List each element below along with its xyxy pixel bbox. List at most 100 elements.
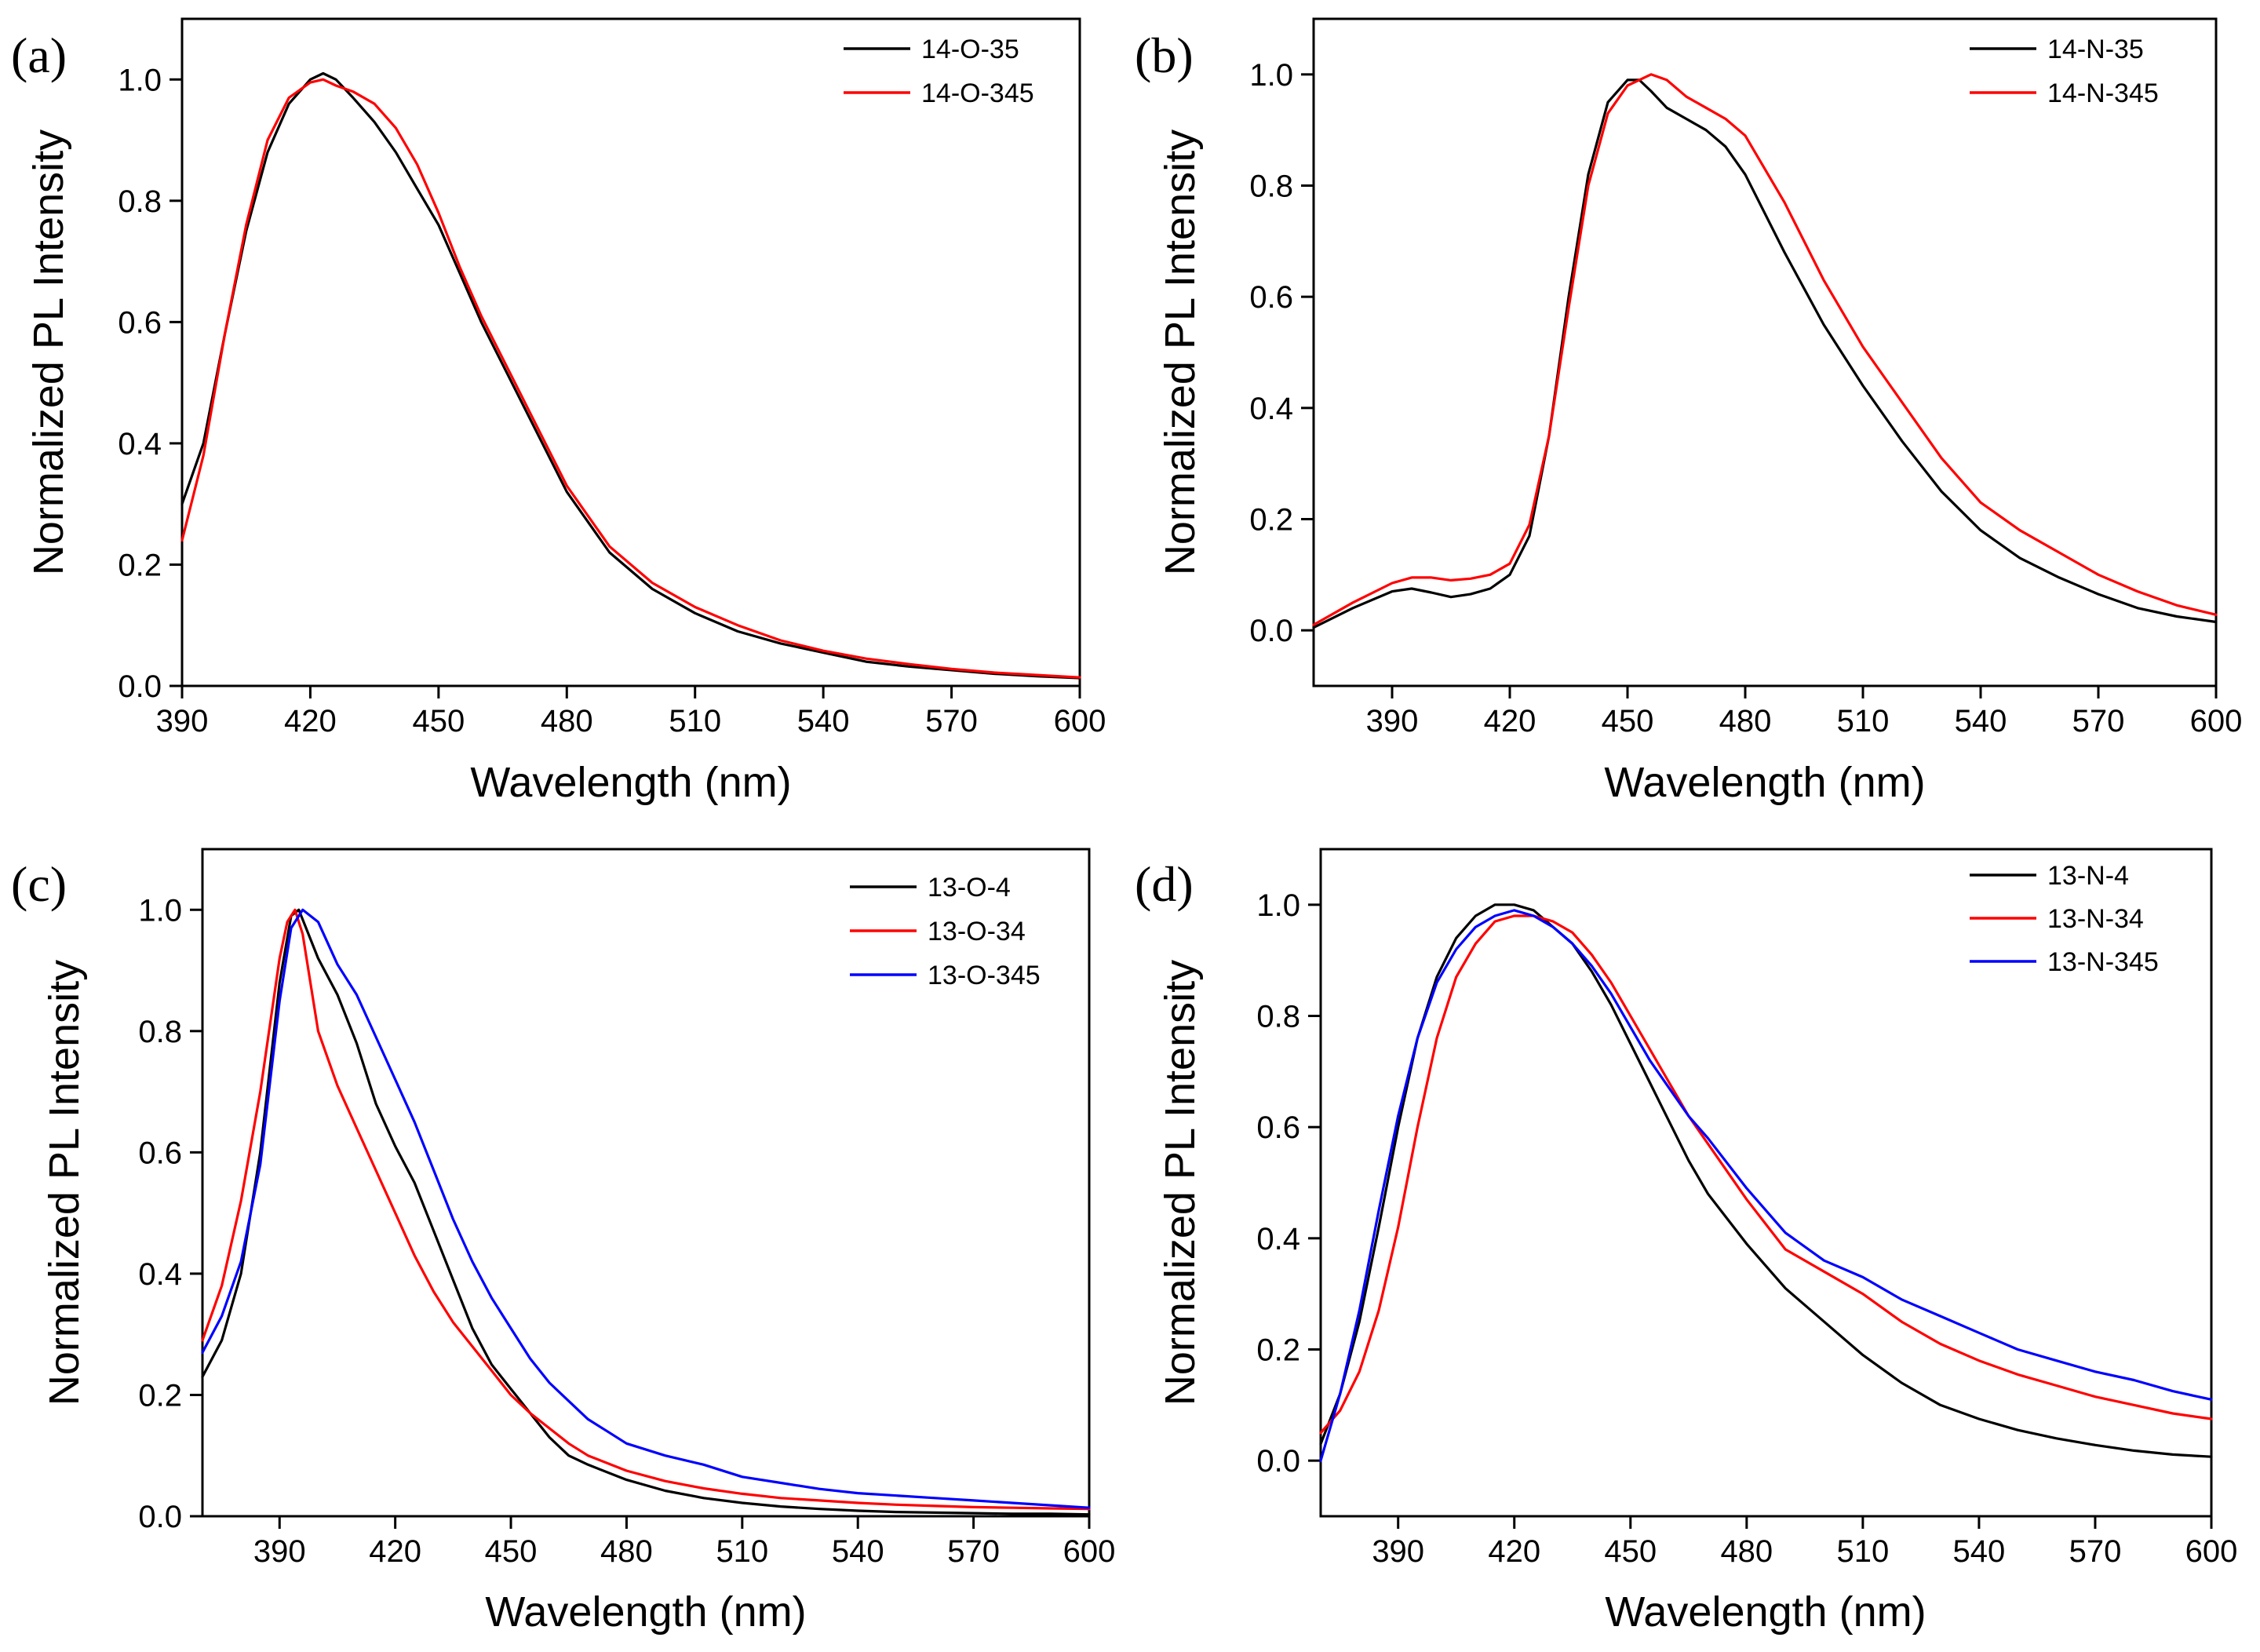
y-tick-labels: 0.0 0.2 0.4 0.6 0.8 1.0 xyxy=(138,893,182,1534)
y-tick-label: 0.4 xyxy=(1249,392,1293,426)
axis-ticks xyxy=(190,908,1091,1529)
y-tick-label: 1.0 xyxy=(1249,58,1293,93)
x-tick-label: 390 xyxy=(156,704,209,738)
panel-letter: (c) xyxy=(11,856,67,912)
series-line-13-N-345 xyxy=(1319,909,2213,1462)
series-line-13-O-345 xyxy=(201,908,1091,1509)
axis-ticks xyxy=(1308,903,2213,1529)
x-tick-labels: 390 420 450 480 510 540 570 600 xyxy=(1366,704,2243,738)
x-tick-label: 510 xyxy=(1836,1534,1889,1569)
x-tick-label: 450 xyxy=(1604,1534,1657,1569)
y-tick-labels: 0.0 0.2 0.4 0.6 0.8 1.0 xyxy=(1249,58,1293,648)
y-tick-label: 0.0 xyxy=(1256,1444,1300,1479)
x-tick-label: 510 xyxy=(1837,704,1890,738)
y-tick-label: 0.2 xyxy=(1256,1333,1300,1368)
panel-a: (a) 390 420 450 480 510 540 570 600 0.0 … xyxy=(11,17,1106,806)
axis-ticks xyxy=(170,78,1081,698)
legend-label-13-N-34: 13-N-34 xyxy=(2047,904,2144,934)
x-tick-label: 600 xyxy=(2185,1534,2238,1569)
x-tick-label: 390 xyxy=(1372,1534,1424,1569)
plot-frame xyxy=(1312,17,2218,687)
series-line-13-O-4 xyxy=(201,908,1091,1516)
legend-label-14-N-35: 14-N-35 xyxy=(2047,35,2144,64)
x-tick-label: 390 xyxy=(1366,704,1419,738)
legend-label-14-O-345: 14-O-345 xyxy=(921,78,1034,108)
x-tick-label: 540 xyxy=(1955,704,2007,738)
x-axis-label: Wavelength (nm) xyxy=(485,1588,806,1636)
legend-label-13-N-345: 13-N-345 xyxy=(2047,947,2159,977)
y-axis-label: Normalized PL Intensity xyxy=(41,960,88,1406)
x-axis-label: Wavelength (nm) xyxy=(1604,759,1925,806)
axis-ticks xyxy=(1301,73,2218,698)
panel-letter: (d) xyxy=(1135,856,1194,912)
y-tick-label: 0.8 xyxy=(1249,170,1293,204)
x-tick-labels: 390 420 450 480 510 540 570 600 xyxy=(253,1534,1115,1569)
x-tick-label: 570 xyxy=(2072,704,2125,738)
legend: 13-N-4 13-N-34 13-N-345 xyxy=(1970,861,2159,977)
data-series-group xyxy=(1312,73,2218,629)
y-tick-label: 0.8 xyxy=(118,184,162,219)
y-tick-label: 1.0 xyxy=(118,63,162,97)
y-tick-labels: 0.0 0.2 0.4 0.6 0.8 1.0 xyxy=(1256,888,1300,1479)
x-tick-label: 600 xyxy=(1054,704,1106,738)
x-tick-label: 570 xyxy=(925,704,978,738)
x-tick-label: 570 xyxy=(2069,1534,2122,1569)
y-tick-label: 0.6 xyxy=(118,305,162,340)
y-tick-label: 0.2 xyxy=(118,548,162,582)
x-tick-label: 420 xyxy=(1484,704,1536,738)
y-axis-label: Normalized PL Intensity xyxy=(25,129,72,575)
x-tick-label: 480 xyxy=(541,704,593,738)
data-series-group xyxy=(1319,903,2213,1462)
y-tick-label: 0.6 xyxy=(1249,280,1293,315)
panel-b: (b) 390 420 450 480 510 540 570 600 0.0 … xyxy=(1135,17,2243,806)
x-tick-label: 420 xyxy=(1488,1534,1540,1569)
x-tick-label: 540 xyxy=(1953,1534,2006,1569)
series-line-14-N-35 xyxy=(1312,78,2218,629)
legend-label-13-O-34: 13-O-34 xyxy=(928,917,1026,946)
y-tick-label: 0.4 xyxy=(1256,1222,1300,1256)
panel-letter: (b) xyxy=(1135,27,1194,83)
x-axis-label: Wavelength (nm) xyxy=(1605,1588,1926,1636)
x-tick-labels: 390 420 450 480 510 540 570 600 xyxy=(1372,1534,2237,1569)
legend-label-14-N-345: 14-N-345 xyxy=(2047,78,2159,108)
y-axis-label: Normalized PL Intensity xyxy=(1157,960,1204,1406)
legend-label-13-N-4: 13-N-4 xyxy=(2047,861,2129,891)
x-tick-label: 600 xyxy=(1063,1534,1116,1569)
series-line-13-N-4 xyxy=(1319,903,2213,1458)
series-line-14-O-345 xyxy=(180,78,1081,679)
x-axis-label: Wavelength (nm) xyxy=(470,759,791,806)
series-line-13-N-34 xyxy=(1319,914,2213,1435)
plot-frame xyxy=(180,17,1081,687)
x-tick-labels: 390 420 450 480 510 540 570 600 xyxy=(156,704,1106,738)
x-tick-label: 540 xyxy=(832,1534,884,1569)
y-tick-label: 0.0 xyxy=(138,1500,182,1534)
x-tick-label: 450 xyxy=(1602,704,1654,738)
legend-label-14-O-35: 14-O-35 xyxy=(921,35,1019,64)
y-tick-label: 0.6 xyxy=(1256,1110,1300,1145)
legend: 14-N-35 14-N-345 xyxy=(1970,35,2159,108)
x-tick-label: 480 xyxy=(1720,1534,1773,1569)
y-tick-label: 0.2 xyxy=(1249,503,1293,538)
plot-frame xyxy=(1319,848,2213,1518)
data-series-group xyxy=(201,908,1091,1516)
x-tick-label: 450 xyxy=(412,704,465,738)
y-tick-label: 1.0 xyxy=(1256,888,1300,923)
x-tick-label: 600 xyxy=(2190,704,2243,738)
y-tick-labels: 0.0 0.2 0.4 0.6 0.8 1.0 xyxy=(118,63,162,704)
y-tick-label: 0.4 xyxy=(138,1257,182,1292)
series-line-13-O-34 xyxy=(201,908,1091,1511)
y-tick-label: 0.8 xyxy=(138,1015,182,1049)
series-line-14-N-345 xyxy=(1312,73,2218,626)
y-tick-label: 0.0 xyxy=(118,669,162,704)
y-tick-label: 0.0 xyxy=(1249,614,1293,648)
legend-label-13-O-345: 13-O-345 xyxy=(928,961,1041,990)
panel-letter: (a) xyxy=(11,27,67,83)
x-tick-label: 510 xyxy=(669,704,721,738)
data-series-group xyxy=(180,71,1081,680)
plot-frame xyxy=(201,848,1091,1518)
y-tick-label: 0.8 xyxy=(1256,1000,1300,1034)
panel-c: (c) 390 420 450 480 510 540 570 600 0.0 … xyxy=(11,848,1115,1636)
legend: 14-O-35 14-O-345 xyxy=(844,35,1034,108)
y-tick-label: 0.4 xyxy=(118,427,162,461)
